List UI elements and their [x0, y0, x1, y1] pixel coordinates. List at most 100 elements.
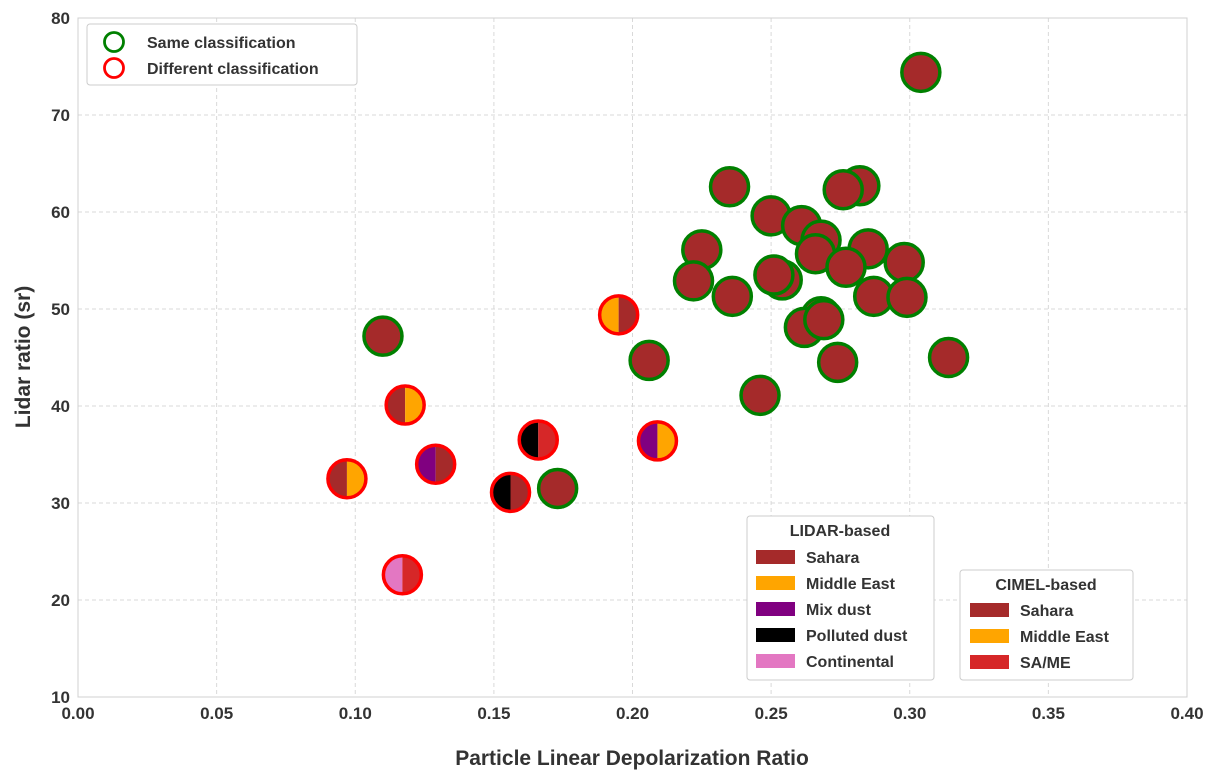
data-point [636, 420, 679, 462]
x-tick-label: 0.05 [200, 704, 233, 723]
x-tick-label: 0.10 [339, 704, 372, 723]
point-outline [825, 246, 867, 289]
point-outline [927, 336, 970, 379]
point-cimel-half [657, 421, 677, 460]
point-outline [362, 315, 404, 357]
point-outline [803, 298, 845, 341]
data-point [822, 168, 864, 211]
point-fill [929, 338, 968, 377]
legend-label-same: Same classification [147, 35, 296, 52]
x-tick-label: 0.00 [61, 704, 94, 723]
point-cimel-half [435, 445, 455, 484]
point-fill [901, 53, 940, 92]
data-point [900, 51, 942, 94]
data-point [597, 294, 640, 336]
plot-border [77, 17, 1188, 698]
x-tick-label: 0.35 [1032, 704, 1065, 723]
data-point [362, 315, 404, 357]
x-tick-label: 0.20 [616, 704, 649, 723]
point-fill [754, 256, 793, 295]
point-fill [363, 317, 402, 356]
lidar-legend-label: Sahara [806, 550, 859, 567]
x-tick-label: 0.25 [755, 704, 788, 723]
point-cimel-half [405, 386, 425, 425]
lidar-swatch [756, 602, 795, 616]
point-lidar-half [638, 421, 658, 460]
point-fill [796, 234, 835, 273]
y-tick-label: 10 [51, 688, 70, 707]
cimel-legend-label: Middle East [1020, 629, 1110, 646]
point-lidar-half [599, 295, 619, 334]
x-axis-title: Particle Linear Depolarization Ratio [455, 747, 809, 770]
point-cimel-half [618, 295, 638, 334]
point-outline [636, 420, 679, 462]
lidar-legend-title: LIDAR-based [790, 523, 890, 540]
point-outline [628, 339, 670, 382]
point-outline [816, 341, 859, 384]
outline-legend: Same classification Different classificat… [86, 23, 358, 86]
x-tick-label: 0.15 [477, 704, 510, 723]
point-lidar-half [416, 445, 436, 484]
data-point [739, 374, 781, 417]
point-outline [753, 254, 795, 296]
point-fill [630, 341, 669, 380]
point-fill [713, 277, 752, 316]
data-point [536, 467, 579, 510]
lidar-swatch [756, 576, 795, 590]
data-point [489, 471, 532, 514]
lidar-swatch [756, 550, 795, 564]
point-outline [672, 260, 715, 302]
point-fill [538, 469, 577, 508]
point-outline [517, 419, 559, 461]
data-point [672, 260, 715, 302]
point-outline [708, 166, 751, 208]
cimel-legend: CIMEL-based Sahara Middle East SA/ME [959, 569, 1134, 681]
data-point [753, 254, 795, 296]
lidar-legend-label: Polluted dust [806, 628, 908, 645]
point-lidar-half [491, 473, 511, 512]
data-point [628, 339, 670, 382]
data-point [816, 341, 859, 384]
point-fill [752, 196, 791, 235]
point-outline [384, 384, 426, 426]
point-lidar-half [383, 555, 403, 594]
lidar-swatch [756, 628, 795, 642]
lidar-swatch [756, 654, 795, 668]
point-outline [900, 51, 942, 94]
point-fill [804, 300, 843, 339]
y-tick-label: 20 [51, 591, 70, 610]
point-outline [489, 471, 532, 514]
legend-marker-different [103, 57, 125, 79]
data-point [708, 166, 751, 208]
point-cimel-half [402, 555, 422, 594]
point-fill [674, 261, 713, 300]
lidar-legend-label: Middle East [806, 576, 896, 593]
data-point [886, 276, 928, 319]
legend-label-different: Different classification [147, 61, 319, 78]
point-fill [682, 230, 721, 269]
point-fill [854, 277, 893, 316]
data-point [384, 384, 426, 426]
data-point [883, 241, 925, 284]
y-tick-label: 80 [51, 9, 70, 28]
data-point [381, 554, 424, 596]
point-fill [824, 170, 863, 209]
cimel-legend-title: CIMEL-based [995, 577, 1096, 594]
y-tick-label: 30 [51, 494, 70, 513]
point-cimel-half [510, 473, 530, 512]
point-fill [885, 243, 924, 282]
data-point [803, 298, 845, 341]
y-tick-label: 60 [51, 203, 70, 222]
point-fill [710, 167, 749, 206]
point-cimel-half [346, 459, 366, 498]
x-tick-label: 0.30 [893, 704, 926, 723]
data-point [414, 443, 457, 485]
point-outline [597, 294, 640, 336]
point-outline [414, 443, 457, 485]
lidar-legend: LIDAR-based Sahara Middle East Mix dust Pol… [746, 515, 935, 681]
point-fill [741, 376, 780, 415]
cimel-legend-label: Sahara [1020, 603, 1073, 620]
data-point [825, 246, 867, 289]
